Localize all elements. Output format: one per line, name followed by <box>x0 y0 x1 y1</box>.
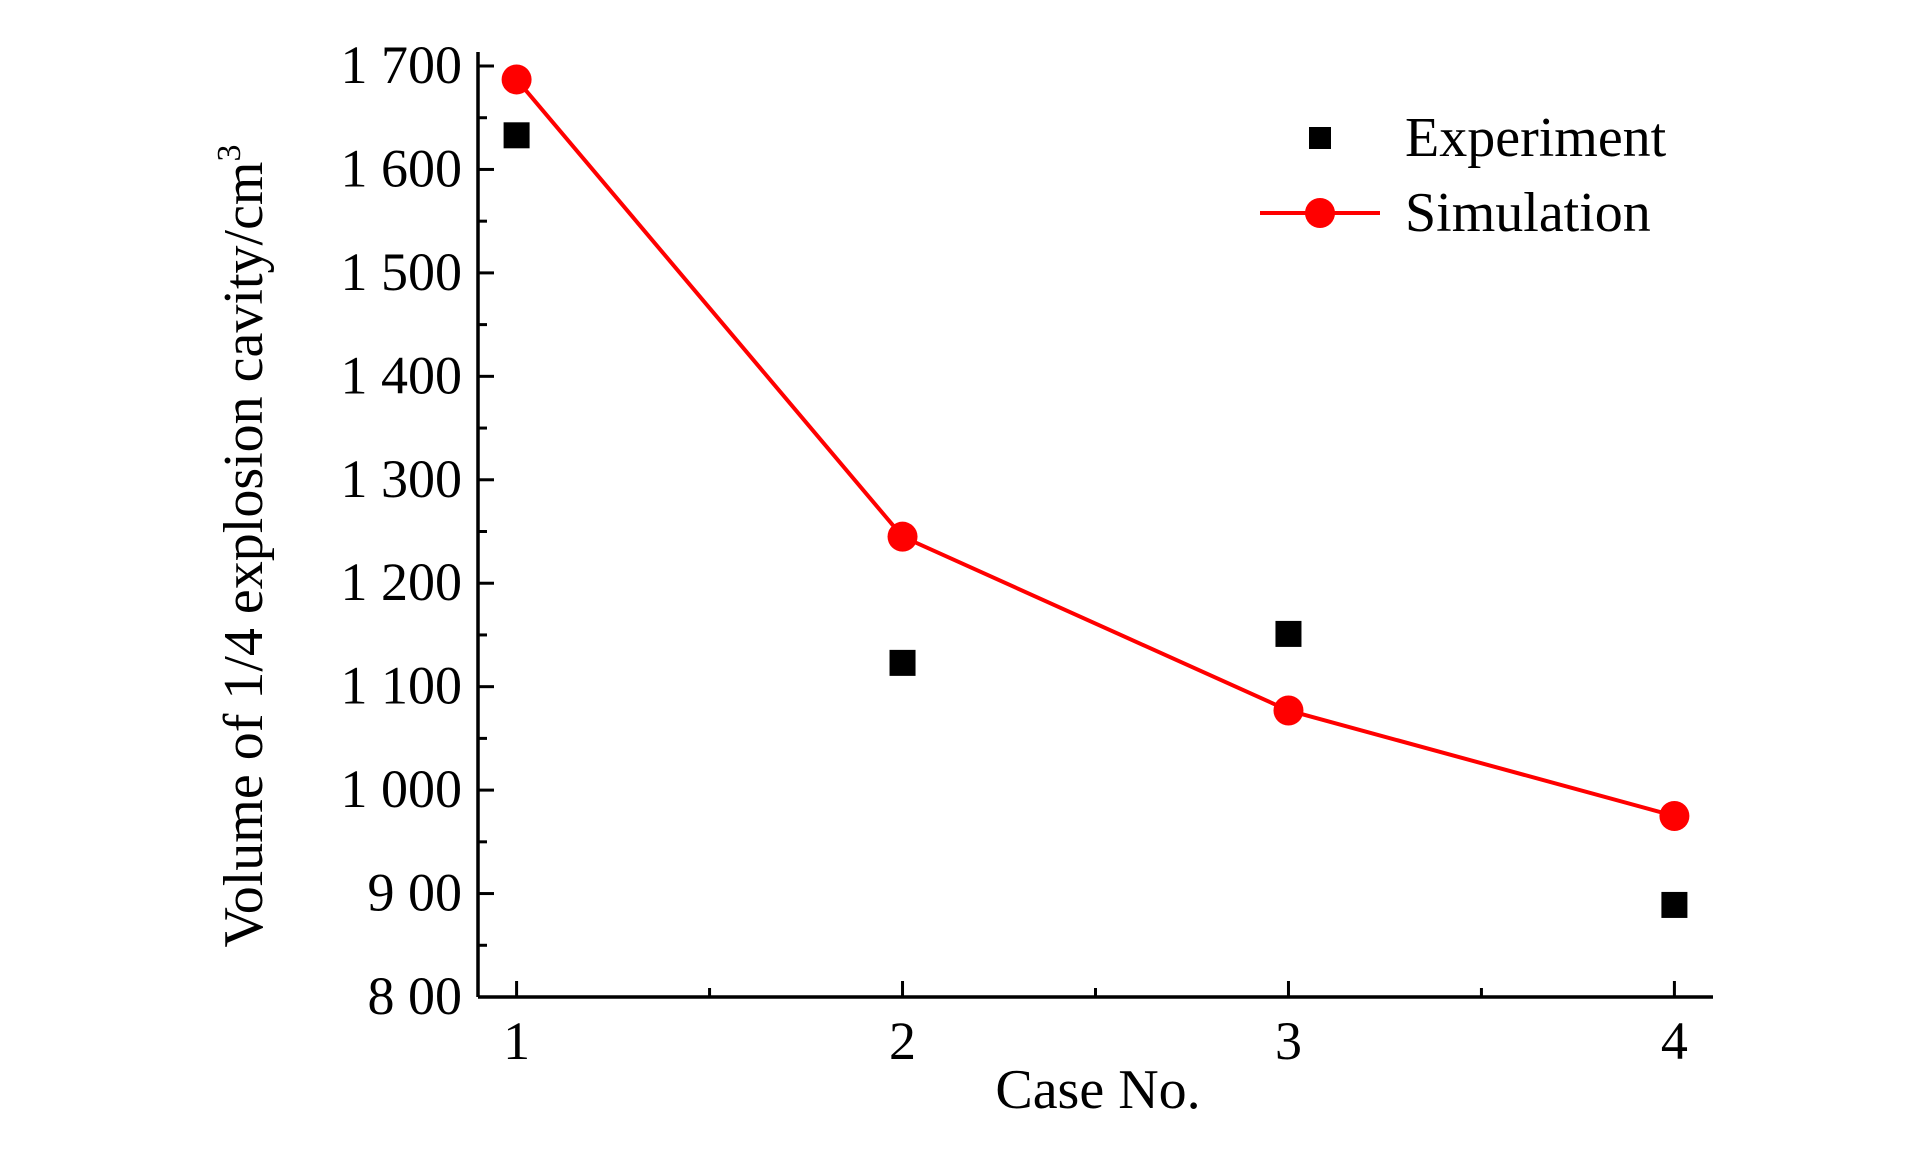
y-axis-title: Volume of 1/4 explosion cavity/cm3 <box>211 145 275 948</box>
simulation-point <box>1273 695 1304 726</box>
simulation-point <box>1659 800 1690 831</box>
x-axis-title: Case No. <box>995 1059 1200 1121</box>
y-tick-label: 1 400 <box>341 345 463 405</box>
y-axis-title-text: Volume of 1/4 explosion cavity/cm <box>213 162 275 948</box>
x-tick-label: 4 <box>1661 1011 1688 1071</box>
series-layer <box>501 64 1690 918</box>
y-tick-label: 1 300 <box>341 449 463 509</box>
y-tick-label: 1 200 <box>341 552 463 612</box>
y-tick-label: 8 00 <box>368 966 463 1026</box>
simulation-point <box>501 64 532 95</box>
experiment-point <box>1661 891 1688 918</box>
experiment-point <box>889 649 916 676</box>
experiment-point <box>503 122 530 149</box>
simulation-line <box>515 78 1675 818</box>
y-tick-label: 1 000 <box>341 759 463 819</box>
ticks-layer: 8 00 9 00 1 000 1 100 1 200 1 300 1 400 1 500 1 … <box>341 35 1688 1071</box>
legend-experiment-marker <box>1309 127 1331 149</box>
legend-simulation-marker <box>1305 198 1335 228</box>
y-tick-label: 1 100 <box>341 656 463 716</box>
experiment-point <box>1275 620 1302 647</box>
legend-layer: Experiment Simulation <box>1260 107 1667 244</box>
x-tick-label: 1 <box>503 1011 530 1071</box>
x-tick-label: 3 <box>1275 1011 1302 1071</box>
y-tick-label: 1 500 <box>341 242 463 302</box>
simulation-point <box>887 521 918 552</box>
y-tick-label: 1 700 <box>341 35 463 95</box>
legend-label: Experiment <box>1405 107 1667 169</box>
x-tick-label: 2 <box>889 1011 916 1071</box>
y-tick-label: 9 00 <box>368 863 463 923</box>
y-tick-label: 1 600 <box>341 138 463 198</box>
legend-label: Simulation <box>1405 182 1651 244</box>
y-axis-title-superscript: 3 <box>211 145 248 162</box>
